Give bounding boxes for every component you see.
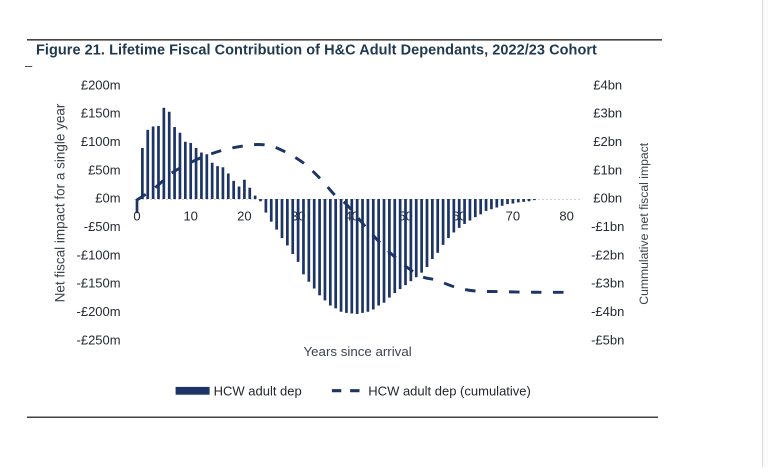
svg-text:£50m: £50m xyxy=(88,162,121,177)
svg-text:£4bn: £4bn xyxy=(593,77,622,92)
svg-text:10: 10 xyxy=(183,209,197,224)
svg-text:Figure 21. Lifetime Fiscal Con: Figure 21. Lifetime Fiscal Contribution … xyxy=(36,43,597,59)
svg-text:Cummulative net fiscal impact: Cummulative net fiscal impact xyxy=(637,142,651,304)
svg-text:HCW adult dep (cumulative): HCW adult dep (cumulative) xyxy=(368,383,531,398)
svg-text:-£100m: -£100m xyxy=(77,247,121,262)
svg-text:£2bn: £2bn xyxy=(593,134,622,149)
svg-text:80: 80 xyxy=(559,209,573,224)
svg-text:Years since arrival: Years since arrival xyxy=(304,344,412,359)
svg-text:-£5bn: -£5bn xyxy=(591,332,624,347)
svg-text:–: – xyxy=(25,58,33,73)
svg-text:£200m: £200m xyxy=(81,77,121,92)
svg-text:Net fiscal impact for a single: Net fiscal impact for a single year xyxy=(53,103,68,302)
svg-text:-£4bn: -£4bn xyxy=(591,304,624,319)
svg-text:-£1bn: -£1bn xyxy=(591,219,624,234)
svg-text:-£150m: -£150m xyxy=(77,276,121,291)
svg-text:HCW adult dep: HCW adult dep xyxy=(214,383,302,398)
svg-text:£0m: £0m xyxy=(95,191,120,206)
svg-text:-£250m: -£250m xyxy=(77,332,121,347)
svg-text:0: 0 xyxy=(133,209,140,224)
svg-text:-£3bn: -£3bn xyxy=(591,276,624,291)
svg-text:£150m: £150m xyxy=(81,106,121,121)
svg-text:-£200m: -£200m xyxy=(77,304,121,319)
svg-text:-£2bn: -£2bn xyxy=(591,247,624,262)
svg-text:£0bn: £0bn xyxy=(593,191,622,206)
svg-text:70: 70 xyxy=(506,209,520,224)
svg-text:20: 20 xyxy=(237,209,251,224)
svg-text:£3bn: £3bn xyxy=(593,106,622,121)
svg-text:-£50m: -£50m xyxy=(84,219,121,234)
svg-text:£1bn: £1bn xyxy=(593,162,622,177)
svg-text:£100m: £100m xyxy=(81,134,121,149)
